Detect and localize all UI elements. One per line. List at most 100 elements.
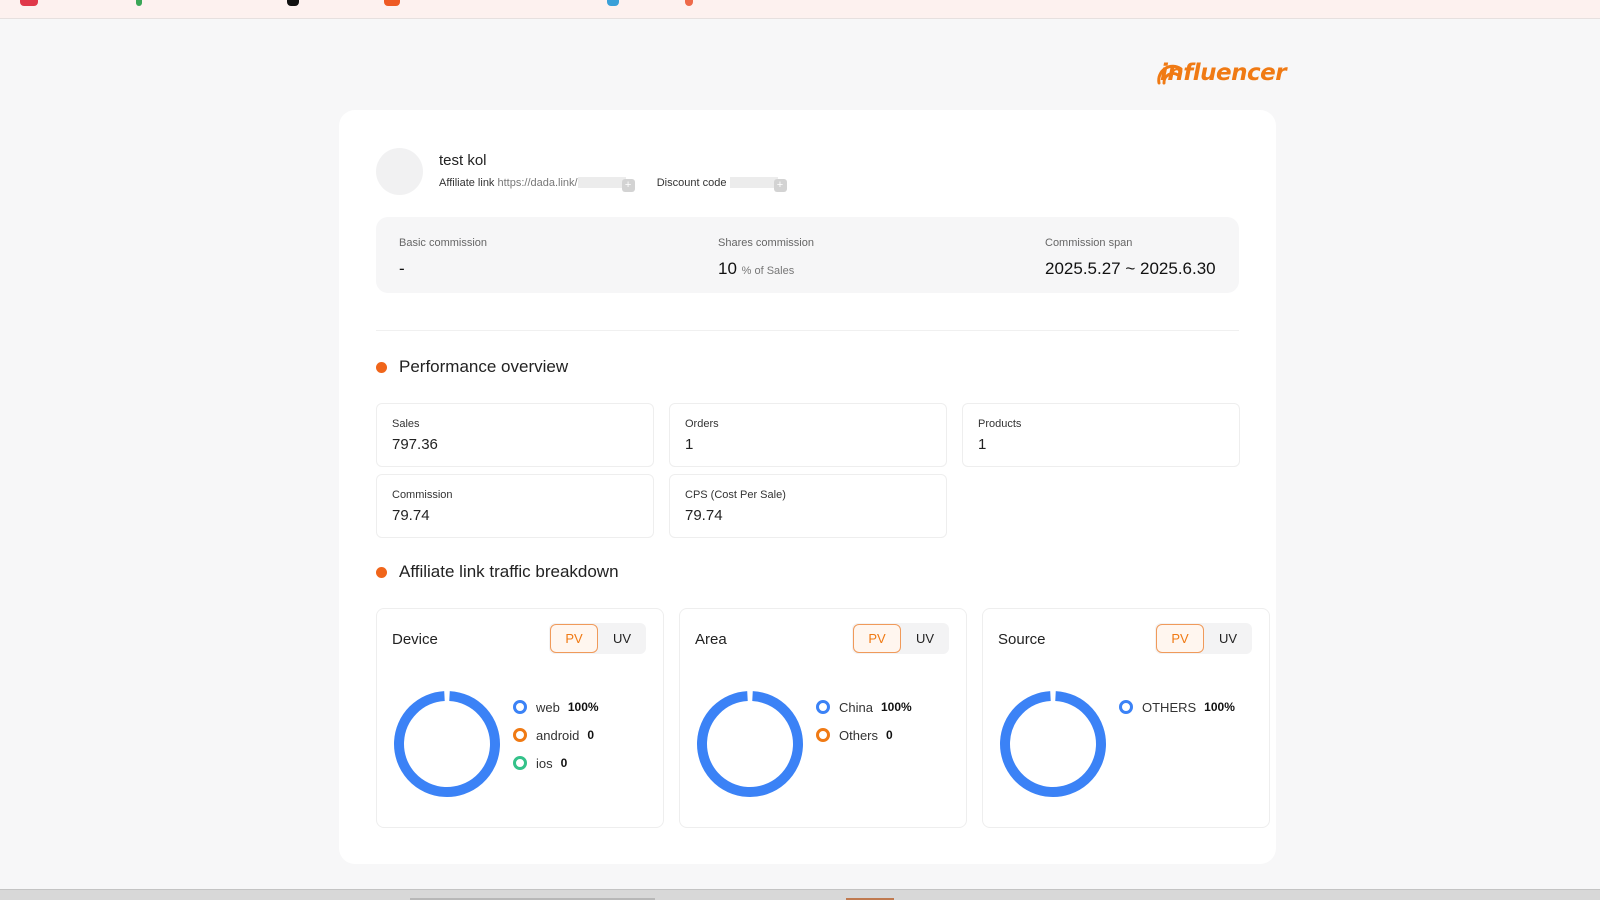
pv-uv-toggle: PV UV — [852, 623, 949, 654]
performance-section-title: Performance overview — [376, 357, 568, 377]
bookmark-icon[interactable] — [287, 0, 299, 6]
basic-commission-value: - — [399, 259, 405, 278]
taskbar — [0, 889, 1600, 900]
bullet-dot-icon — [376, 361, 387, 373]
traffic-title: Affiliate link traffic breakdown — [399, 562, 619, 581]
bookmark-icon[interactable] — [685, 0, 693, 6]
legend-name: China — [839, 699, 873, 715]
affiliate-card: test kol Affiliate link https://dada.lin… — [339, 110, 1276, 864]
copy-link-icon[interactable]: + — [621, 179, 635, 192]
traffic-panel-device: Device PV UV web 100% android 0 ios 0 — [376, 608, 664, 828]
uv-button[interactable]: UV — [915, 631, 935, 646]
metric-label: Sales — [392, 418, 420, 430]
commission-span-label: Commission span — [1045, 237, 1133, 249]
legend-item[interactable]: android 0 — [513, 721, 599, 749]
bookmark-icon[interactable] — [607, 0, 619, 6]
browser-bookmarks-bar — [0, 0, 1600, 19]
legend-ring-icon — [513, 728, 527, 742]
masked-discount-code — [729, 177, 778, 188]
legend-value: 0 — [587, 728, 595, 742]
metric-card-sales: Sales 797.36 — [376, 403, 654, 467]
legend-item[interactable]: China 100% — [816, 693, 912, 721]
taskbar-item[interactable] — [846, 898, 894, 900]
bookmark-icon[interactable] — [136, 0, 142, 6]
commission-span: Commission span 2025.5.27 ~ 2025.6.30 — [1045, 237, 1216, 279]
metric-card-products: Products 1 — [962, 403, 1240, 467]
shares-commission-value-row: 10 % of Sales — [718, 259, 814, 279]
pv-button[interactable]: PV — [853, 624, 901, 653]
metric-card-cps: CPS (Cost Per Sale) 79.74 — [669, 474, 947, 538]
shares-commission-unit: % of Sales — [741, 265, 795, 277]
metric-value: 1 — [685, 436, 694, 453]
metric-label: CPS (Cost Per Sale) — [685, 489, 786, 501]
traffic-panel-source: Source PV UV OTHERS 100% — [982, 608, 1270, 828]
pv-button[interactable]: PV — [1156, 624, 1204, 653]
performance-title: Performance overview — [399, 357, 569, 376]
commission-summary: Basic commission - Shares commission 10 … — [376, 217, 1239, 293]
affiliate-link-label: Affiliate link — [439, 177, 495, 189]
legend-ring-icon — [816, 700, 830, 714]
legend-ring-icon — [1119, 700, 1133, 714]
legend-item[interactable]: Others 0 — [816, 721, 912, 749]
donut-chart — [394, 691, 500, 797]
uv-button[interactable]: UV — [1218, 631, 1238, 646]
donut-chart — [1000, 691, 1106, 797]
metric-card-orders: Orders 1 — [669, 403, 947, 467]
legend-name: OTHERS — [1142, 699, 1197, 715]
uv-button[interactable]: UV — [612, 631, 632, 646]
copy-code-icon[interactable]: + — [773, 179, 787, 192]
metric-label: Orders — [685, 418, 719, 430]
taskbar-item[interactable] — [410, 898, 655, 900]
legend-value: 100% — [880, 700, 912, 714]
shares-commission-value: 10 — [718, 259, 737, 278]
legend-name: Others — [839, 727, 879, 743]
legend-value: 0 — [886, 728, 893, 742]
traffic-section-title: Affiliate link traffic breakdown — [376, 562, 619, 582]
divider — [376, 330, 1239, 331]
legend-item[interactable]: OTHERS 100% — [1119, 693, 1235, 721]
donut-chart — [697, 691, 803, 797]
basic-commission-label: Basic commission — [399, 237, 488, 249]
pv-uv-toggle: PV UV — [549, 623, 646, 654]
legend-value: 100% — [567, 700, 599, 714]
influencer-name: test kol — [439, 152, 487, 169]
chart-legend: web 100% android 0 ios 0 — [513, 693, 599, 777]
panel-title: Device — [392, 631, 438, 648]
pv-button[interactable]: PV — [550, 624, 598, 653]
affiliate-link-row: Affiliate link https://dada.link/ + Disco… — [439, 177, 787, 192]
legend-name: ios — [536, 755, 553, 771]
bookmark-icon[interactable] — [384, 0, 400, 6]
influencer-logo-icon — [1157, 64, 1183, 85]
legend-name: android — [536, 727, 580, 743]
traffic-panel-area: Area PV UV China 100% Others 0 — [679, 608, 967, 828]
pv-uv-toggle: PV UV — [1155, 623, 1252, 654]
chart-legend: OTHERS 100% — [1119, 693, 1235, 721]
metric-value: 79.74 — [685, 507, 723, 524]
metric-value: 1 — [978, 436, 987, 453]
brand-logo-text: influencer — [1160, 60, 1287, 86]
affiliate-link-url[interactable]: https://dada.link/ — [497, 177, 578, 189]
metric-label: Products — [978, 418, 1022, 430]
legend-ring-icon — [513, 756, 527, 770]
panel-title: Area — [695, 631, 727, 648]
shares-commission-label: Shares commission — [718, 237, 814, 249]
discount-code-label: Discount code — [656, 177, 727, 189]
avatar — [376, 148, 423, 195]
legend-item[interactable]: web 100% — [513, 693, 599, 721]
panel-title: Source — [998, 631, 1046, 648]
shares-commission: Shares commission 10 % of Sales — [718, 237, 814, 279]
bullet-dot-icon — [376, 566, 387, 578]
metric-label: Commission — [392, 489, 453, 501]
legend-value: 0 — [560, 756, 568, 770]
metric-value: 79.74 — [392, 507, 430, 524]
bookmark-icon[interactable] — [20, 0, 38, 6]
metric-value: 797.36 — [392, 436, 438, 453]
legend-ring-icon — [816, 728, 830, 742]
commission-span-value: 2025.5.27 ~ 2025.6.30 — [1045, 259, 1216, 278]
basic-commission: Basic commission - — [399, 237, 487, 279]
metric-card-commission: Commission 79.74 — [376, 474, 654, 538]
chart-legend: China 100% Others 0 — [816, 693, 912, 749]
masked-link-code — [577, 177, 626, 188]
legend-value: 100% — [1204, 700, 1235, 714]
legend-item[interactable]: ios 0 — [513, 749, 599, 777]
